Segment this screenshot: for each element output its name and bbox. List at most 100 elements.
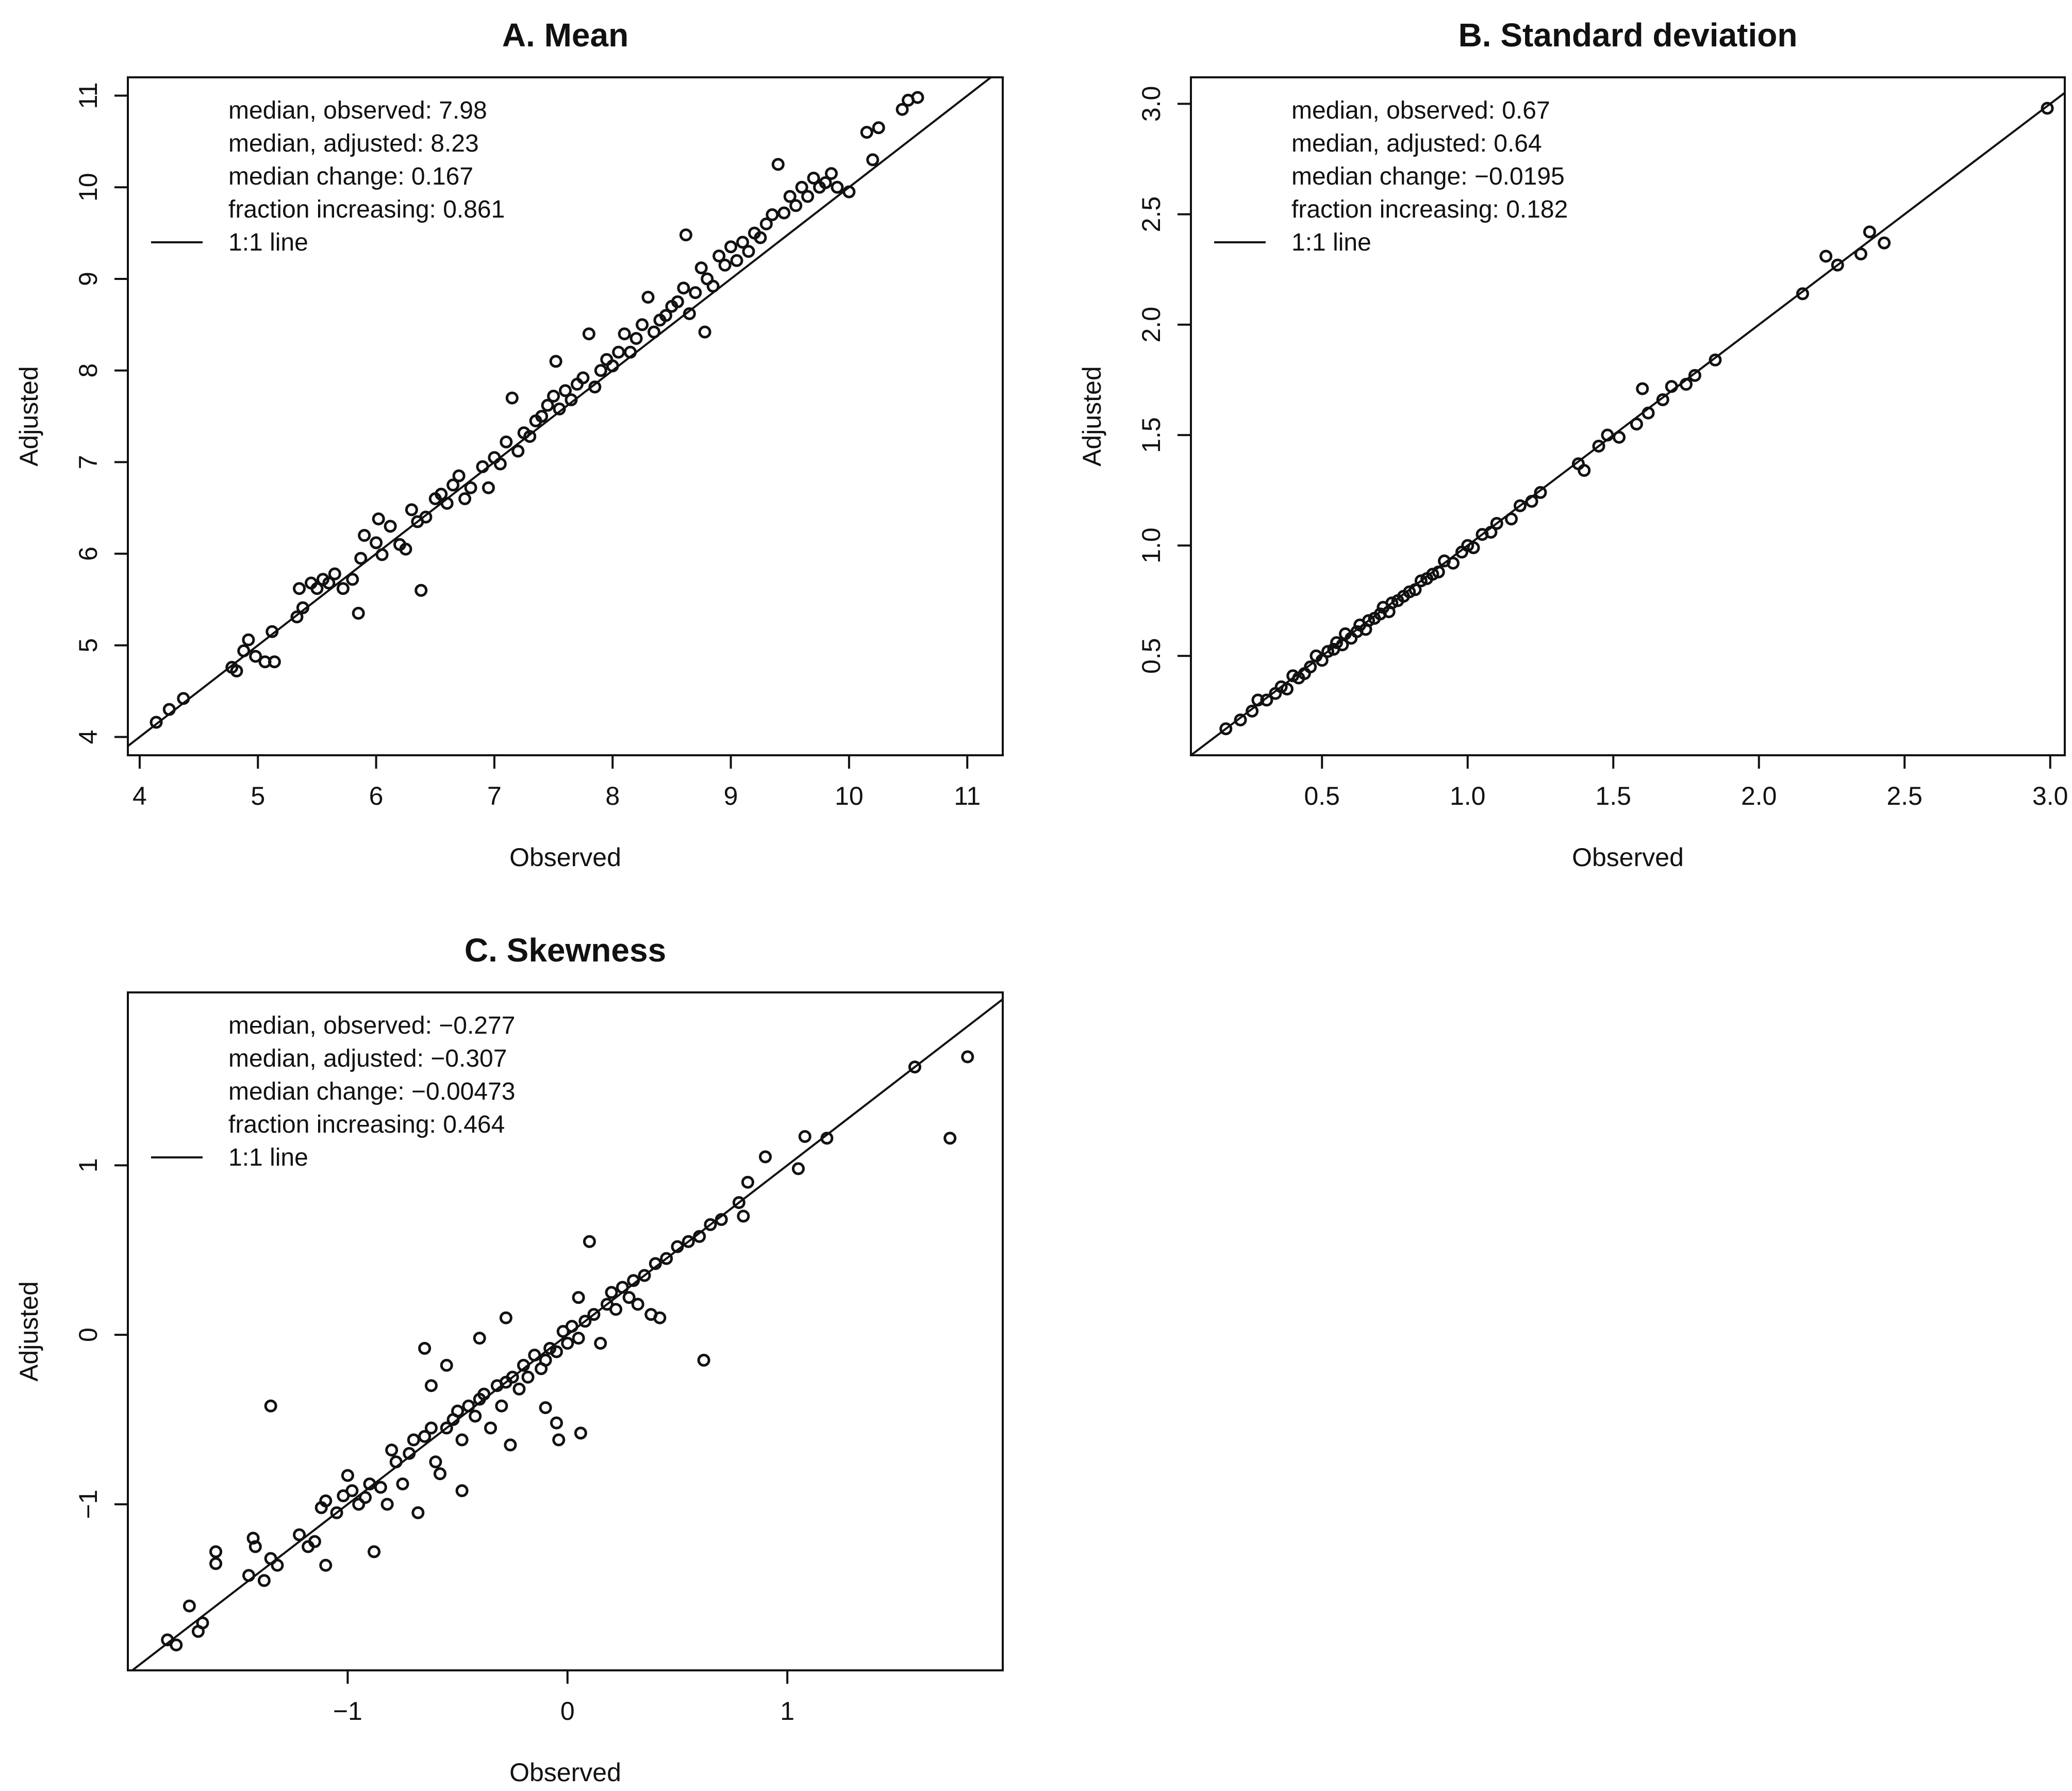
y-tick-label: 7: [74, 455, 103, 469]
data-point: [766, 208, 779, 222]
x-tick-label: 5: [251, 782, 265, 810]
legend-stat-line: median change: 0.167: [228, 163, 473, 190]
data-point: [908, 1060, 921, 1074]
data-point: [559, 384, 572, 397]
y-axis-a: 4 5 6 7 8 9 10 11: [74, 82, 128, 744]
data-point: [694, 261, 708, 275]
data-point: [385, 1444, 399, 1457]
data-point: [535, 410, 549, 423]
data-point: [682, 1235, 695, 1248]
data-point: [698, 325, 711, 339]
data-point: [440, 496, 454, 510]
x-tick-label: 1: [780, 1697, 794, 1726]
x-tick-label: 1.0: [1450, 782, 1486, 810]
y-tick-label: 0.5: [1137, 638, 1166, 674]
data-point: [505, 391, 519, 405]
data-point: [458, 492, 472, 505]
data-point: [370, 536, 383, 550]
data-point: [565, 1320, 578, 1333]
data-point: [1280, 682, 1294, 695]
data-point: [455, 1433, 469, 1447]
data-point: [249, 650, 262, 663]
data-point: [363, 1477, 376, 1490]
data-point: [330, 1506, 343, 1519]
data-point: [452, 469, 466, 483]
data-point: [476, 460, 489, 473]
data-point: [374, 1481, 387, 1494]
data-point: [440, 1358, 453, 1372]
data-point: [319, 1494, 333, 1507]
data-point: [183, 1599, 196, 1613]
y-tick-label: 8: [74, 363, 103, 378]
data-point: [293, 1528, 306, 1541]
data-point: [345, 1484, 359, 1498]
data-point: [512, 1382, 526, 1396]
data-point: [706, 279, 720, 293]
legend-stat-line: fraction increasing: 0.861: [228, 196, 505, 223]
data-point: [943, 1132, 957, 1145]
data-point: [574, 1427, 587, 1440]
data-point: [346, 573, 359, 586]
data-point: [170, 1638, 183, 1652]
plot-frame-b: [1190, 76, 2066, 756]
panel-a-mean: A. Mean 4 5 6 7 8 9 10 11 Observed 4 5 6 7 8 9 10 11 Adjus…: [14, 16, 1004, 872]
data-point: [679, 228, 692, 242]
data-point: [264, 1399, 277, 1413]
data-point: [576, 371, 590, 385]
data-point: [319, 1558, 333, 1572]
data-point: [477, 1387, 491, 1401]
data-point: [264, 1552, 277, 1565]
data-point: [636, 318, 649, 331]
data-point: [415, 584, 428, 597]
x-tick-label: −1: [333, 1697, 362, 1726]
data-point: [1219, 722, 1233, 736]
data-point: [616, 1281, 629, 1294]
data-point: [424, 1379, 438, 1392]
x-tick-label: 3.0: [2032, 782, 2068, 810]
data-point: [572, 1291, 585, 1304]
data-point: [659, 309, 672, 322]
data-point: [677, 281, 690, 295]
data-point: [248, 1540, 262, 1553]
data-point: [842, 185, 856, 198]
data-point: [737, 1209, 750, 1223]
data-point: [801, 190, 815, 203]
data-point: [322, 576, 336, 590]
legend-stat-line: median, adjusted: 0.64: [1291, 130, 1542, 157]
x-axis-c: −1 0 1: [333, 1670, 794, 1726]
data-point: [308, 1535, 321, 1548]
data-point: [1656, 393, 1669, 406]
data-point: [860, 126, 873, 139]
data-point: [1796, 287, 1809, 301]
scatter-points-a: [150, 91, 924, 729]
data-point: [1414, 574, 1428, 588]
data-point: [730, 254, 743, 267]
x-axis-label-b: Observed: [1572, 843, 1684, 872]
data-point: [1578, 463, 1591, 477]
data-point: [777, 206, 791, 220]
data-point: [407, 1433, 420, 1447]
data-point: [638, 1269, 651, 1282]
data-point: [724, 240, 738, 254]
data-point: [798, 1130, 811, 1143]
data-point: [375, 548, 389, 561]
data-point: [660, 1252, 673, 1265]
data-point: [403, 1447, 416, 1460]
data-point: [631, 1298, 644, 1311]
data-point: [506, 1370, 519, 1384]
data-point: [521, 1370, 535, 1384]
data-point: [268, 655, 281, 669]
legend-line-label: 1:1 line: [228, 229, 308, 256]
y-tick-label: 4: [74, 730, 103, 744]
data-point: [1854, 247, 1867, 261]
x-tick-label: 7: [487, 782, 502, 810]
data-point: [594, 1337, 607, 1350]
legend-b: median, observed: 0.67 median, adjusted: …: [1214, 97, 1568, 256]
data-point: [550, 1345, 563, 1358]
data-point: [741, 1175, 754, 1189]
data-point: [328, 567, 341, 581]
data-point: [504, 1438, 517, 1452]
y-tick-label: 5: [74, 638, 103, 653]
data-point: [641, 290, 655, 304]
data-point: [293, 582, 306, 595]
